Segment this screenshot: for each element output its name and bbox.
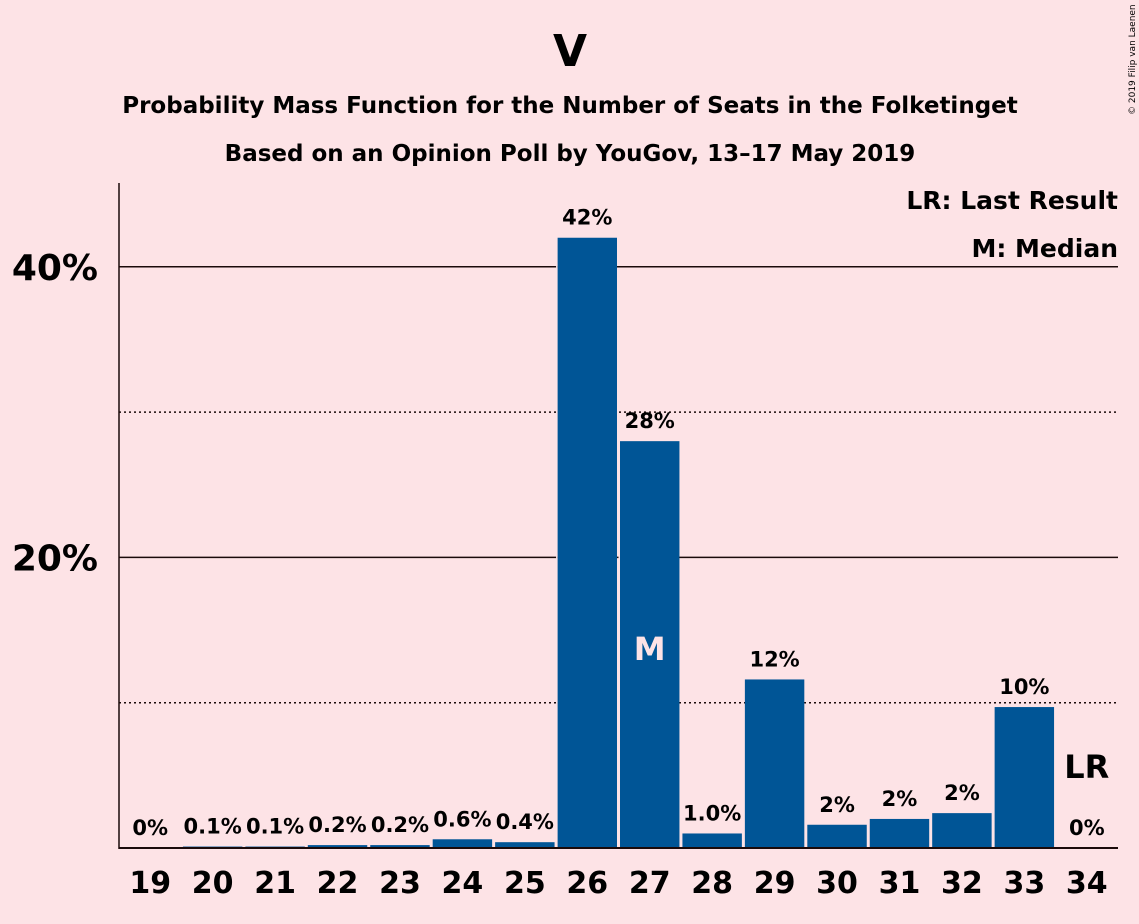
data-label-20: 0.1% <box>184 815 242 839</box>
median-marker: M <box>634 630 666 668</box>
bar-23 <box>370 845 430 848</box>
x-tick-labels: 19 20 21 22 23 24 25 26 27 28 29 30 31 32 33 34 <box>129 866 1107 901</box>
x-tick-label-20: 20 <box>192 866 234 901</box>
data-label-24: 0.6% <box>433 807 491 831</box>
legend-median: M: Median <box>971 234 1118 263</box>
bar-30 <box>807 824 867 848</box>
data-label-25: 0.4% <box>496 810 554 834</box>
x-tick-label-19: 19 <box>129 866 171 901</box>
y-tick-label-0: 20% <box>12 538 98 579</box>
x-tick-label-24: 24 <box>442 866 484 901</box>
bar-29 <box>744 679 805 848</box>
data-label-33: 10% <box>999 675 1049 699</box>
y-tick-label-1: 40% <box>12 248 98 289</box>
bars <box>182 237 1055 849</box>
x-tick-label-30: 30 <box>816 866 858 901</box>
bar-24 <box>432 839 493 848</box>
chart-subtitle-poll: Based on an Opinion Poll by YouGov, 13–1… <box>225 141 916 167</box>
data-label-27: 28% <box>625 409 675 433</box>
data-labels: 0% 0.1% 0.1% 0.2% 0.2% 0.6% 0.4%42%28%M1.0%12%… <box>132 206 1109 840</box>
bar-22 <box>307 845 368 848</box>
x-tick-label-23: 23 <box>379 866 421 901</box>
bar-32 <box>932 813 992 848</box>
x-tick-label-29: 29 <box>754 866 796 901</box>
data-label-29: 12% <box>749 647 799 671</box>
data-label-21: 0.1% <box>246 815 304 839</box>
data-label-22: 0.2% <box>308 813 366 837</box>
data-label-28: 1.0% <box>683 801 741 825</box>
legend-last-result: LR: Last Result <box>906 186 1118 215</box>
data-label-23: 0.2% <box>371 813 429 837</box>
chart-subtitle: Probability Mass Function for the Number… <box>122 93 1018 119</box>
bar-gap-27 <box>618 441 620 848</box>
data-label-31: 2% <box>882 787 918 811</box>
x-tick-label-22: 22 <box>317 866 359 901</box>
data-label-32: 2% <box>944 781 980 805</box>
bar-gap-26 <box>556 237 558 849</box>
x-tick-label-33: 33 <box>1003 866 1045 901</box>
data-label-19: 0% <box>132 816 168 840</box>
x-tick-label-34: 34 <box>1066 866 1108 901</box>
bar-33 <box>994 707 1055 848</box>
data-label-34: 0% <box>1069 816 1105 840</box>
copyright: © 2019 Filip van Laenen <box>1128 4 1138 115</box>
bar-28 <box>682 833 742 848</box>
x-tick-label-25: 25 <box>504 866 546 901</box>
x-tick-label-26: 26 <box>566 866 608 901</box>
bar-31 <box>869 818 930 848</box>
x-tick-label-27: 27 <box>629 866 671 901</box>
bar-25 <box>495 842 555 848</box>
chart-title: V <box>553 26 587 77</box>
x-tick-label-31: 31 <box>879 866 921 901</box>
bar-26 <box>557 237 617 849</box>
x-tick-label-28: 28 <box>691 866 733 901</box>
data-label-30: 2% <box>819 793 855 817</box>
data-label-26: 42% <box>562 206 612 230</box>
y-tick-labels: 20% 40% <box>12 248 98 580</box>
x-tick-label-21: 21 <box>254 866 296 901</box>
x-tick-label-32: 32 <box>941 866 983 901</box>
bar-27 <box>620 441 680 848</box>
last-result-marker: LR <box>1064 748 1109 786</box>
